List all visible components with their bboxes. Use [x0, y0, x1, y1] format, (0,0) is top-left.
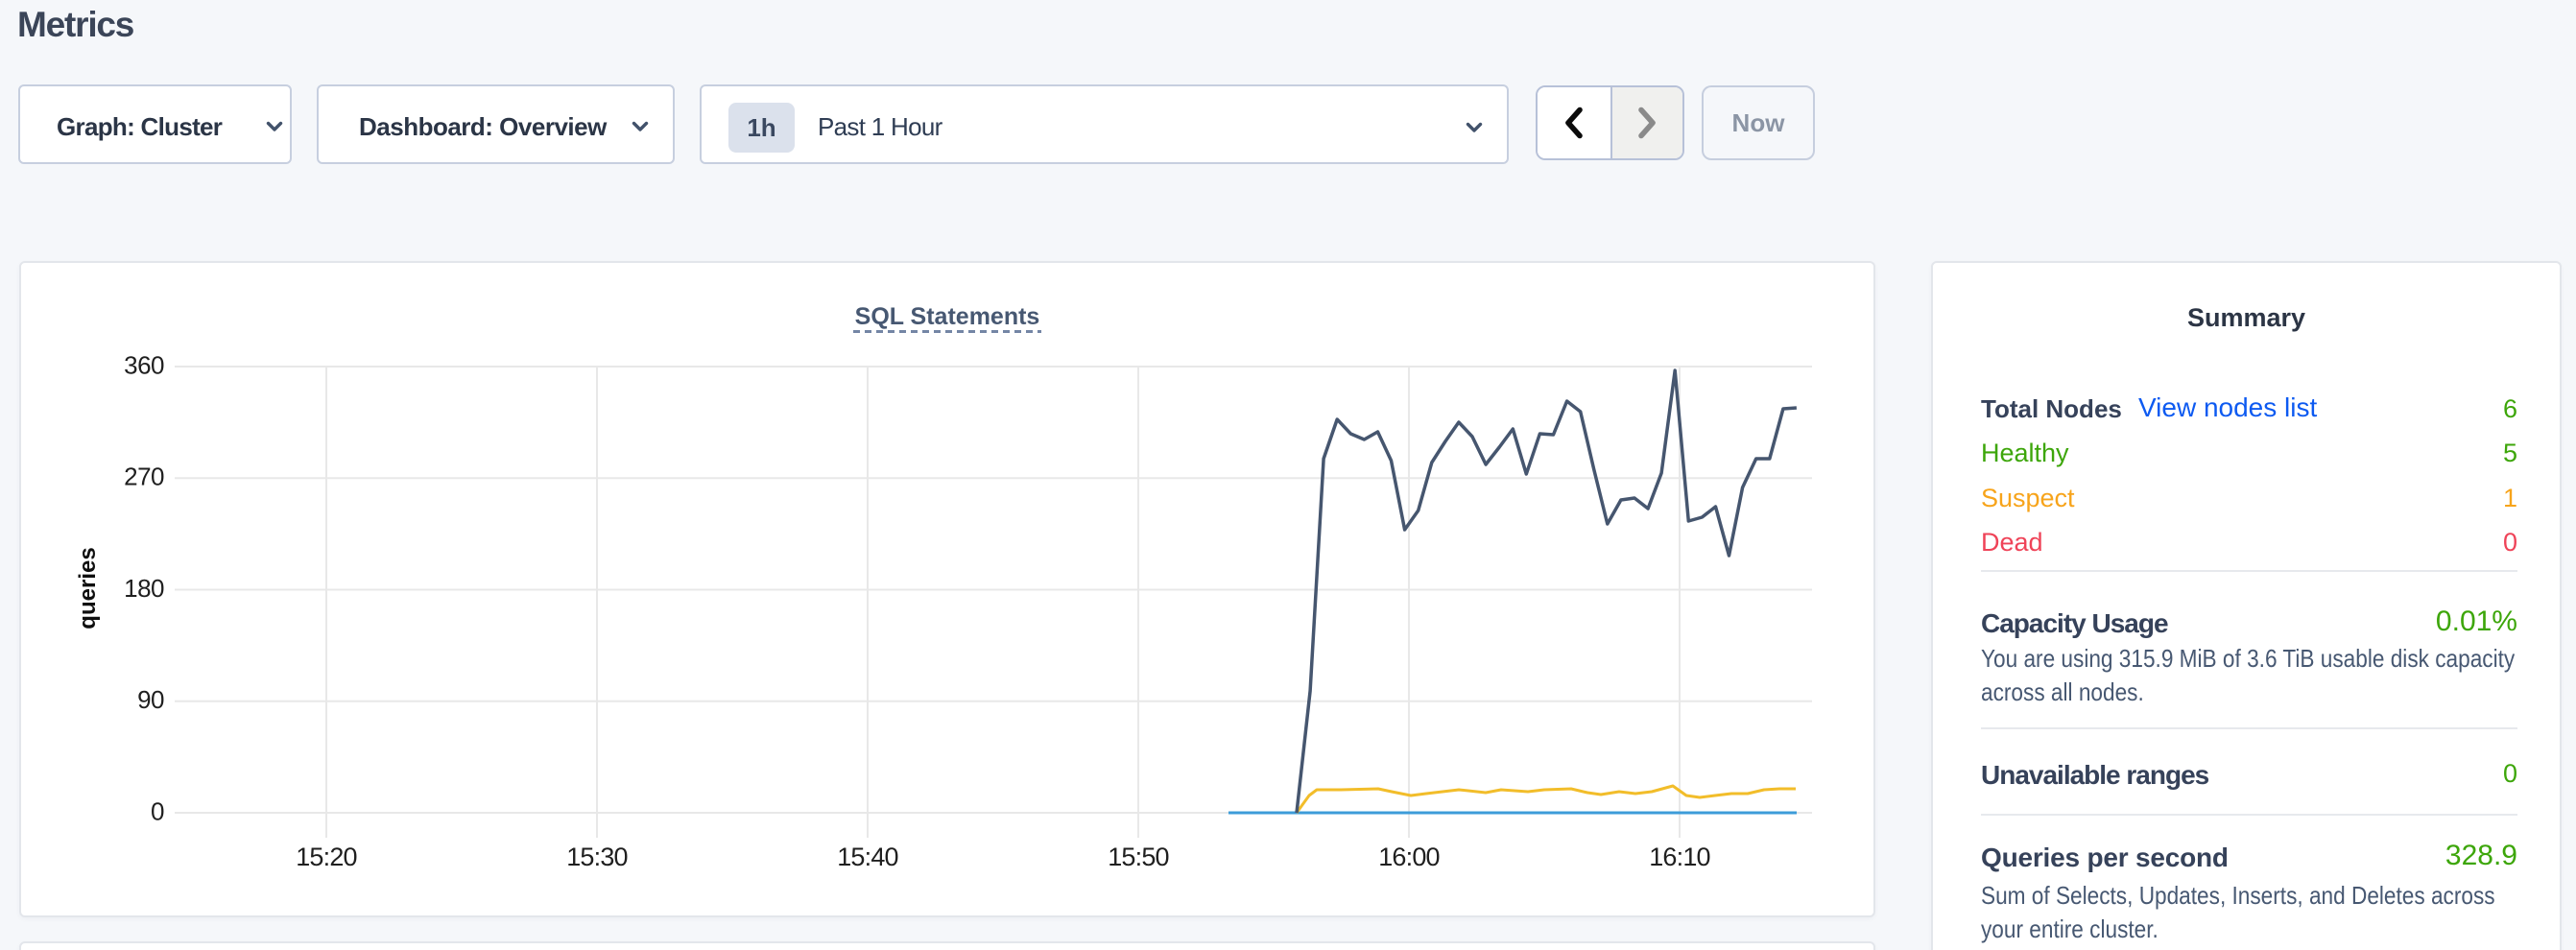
svg-text:queries: queries [75, 547, 101, 629]
svg-text:360: 360 [124, 351, 164, 380]
svg-text:180: 180 [124, 574, 164, 603]
svg-text:15:20: 15:20 [296, 843, 357, 871]
svg-text:90: 90 [137, 685, 164, 714]
svg-text:15:40: 15:40 [837, 843, 898, 871]
svg-text:16:00: 16:00 [1378, 843, 1440, 871]
svg-text:16:10: 16:10 [1649, 843, 1710, 871]
svg-text:0: 0 [151, 797, 164, 826]
svg-text:15:30: 15:30 [566, 843, 628, 871]
svg-text:15:50: 15:50 [1108, 843, 1169, 871]
svg-text:270: 270 [124, 463, 164, 491]
